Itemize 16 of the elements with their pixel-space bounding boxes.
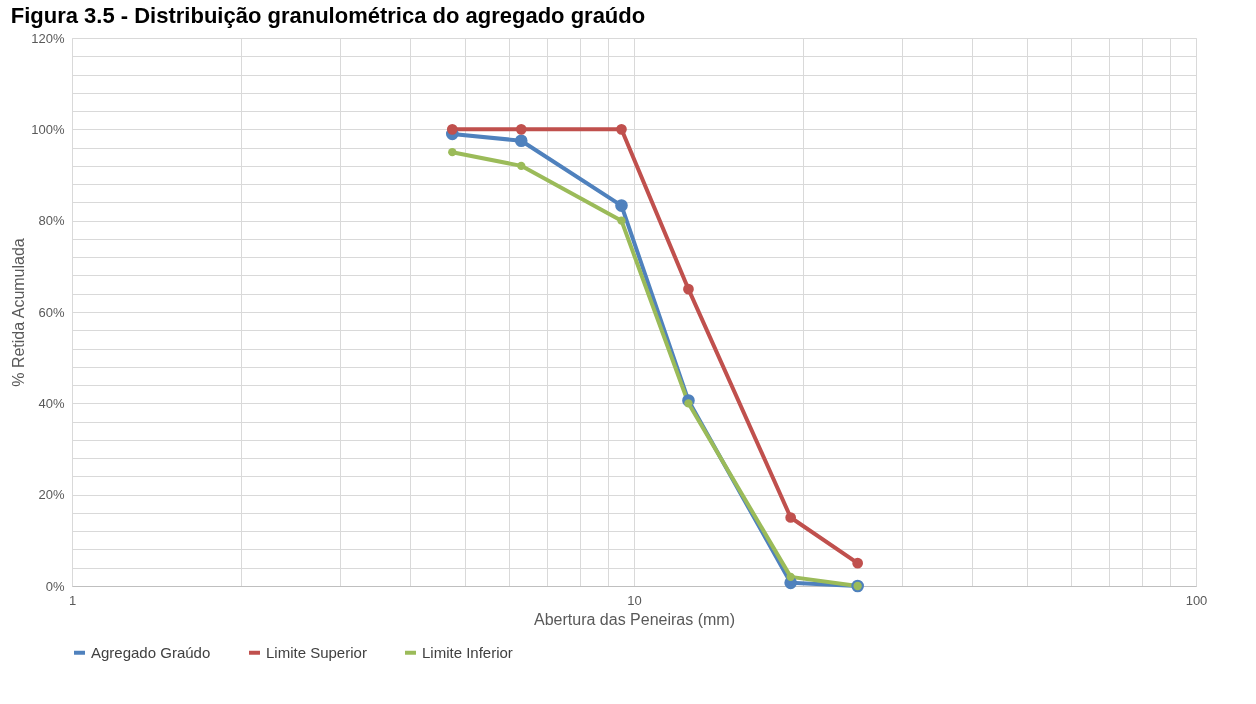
legend-label: Limite Superior (266, 643, 367, 661)
y-tick-label: 100% (31, 121, 65, 137)
y-tick-label: 60% (38, 304, 65, 320)
x-axis-title: Abertura das Peneiras (mm) (534, 610, 735, 628)
x-tick-label: 100 (1185, 592, 1208, 608)
y-tick-label: 0% (45, 578, 65, 594)
legend-label: Agregado Graúdo (91, 643, 211, 661)
y-axis-title: % Retida Acumulada (10, 238, 28, 387)
legend-label: Limite Inferior (422, 643, 513, 661)
x-tick-label: 10 (627, 592, 642, 608)
y-tick-label: 120% (31, 30, 65, 46)
y-tick-label: 40% (38, 395, 65, 411)
y-tick-label: 80% (38, 213, 65, 229)
chart-title: Figura 3.5 - Distribuição granulométrica do agregado graúdo (10, 3, 646, 28)
y-tick-label: 20% (38, 487, 65, 503)
x-tick-label: 1 (68, 592, 77, 608)
